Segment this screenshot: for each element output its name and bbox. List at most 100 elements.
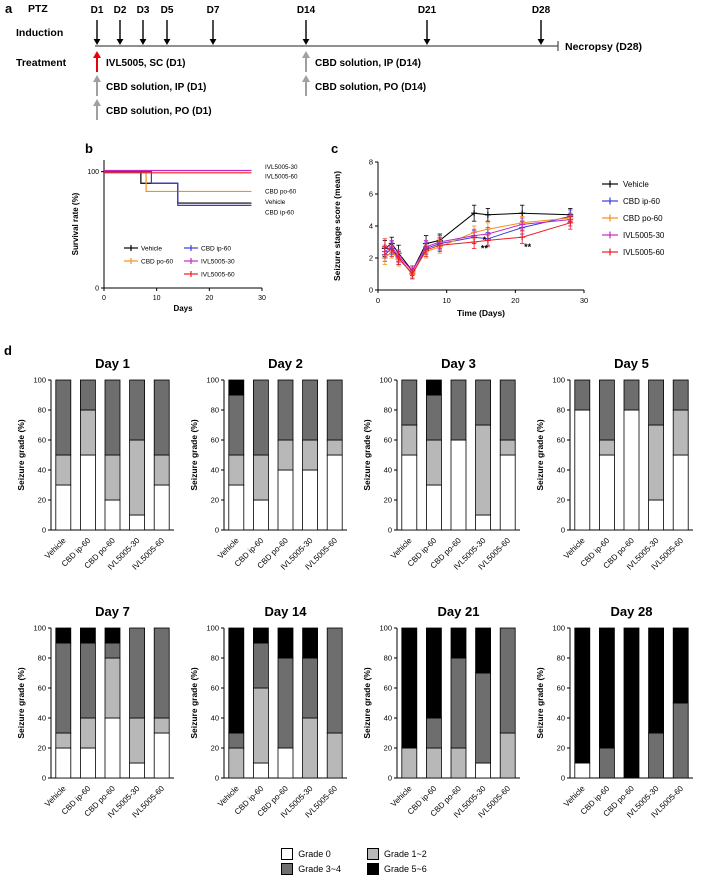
bar-segment [623,379,640,411]
y-tick-label: 0 [561,526,565,535]
bar-segment [80,409,96,456]
legend-label: IVL5005-30 [623,231,665,240]
bar-segment [599,747,615,779]
bar-segment [80,642,96,719]
y-tick-label: 60 [384,436,392,445]
bar-segment [104,717,121,779]
treatment-label-text: CBD solution, PO (D14) [315,82,426,93]
bar-segment [55,642,72,734]
y-tick-label: 8 [369,158,373,167]
y-tick-label: 60 [211,436,219,445]
bar-segment [475,627,491,674]
bar-segment [475,762,491,779]
chart-title: Day 1 [95,356,130,371]
bar-segment [426,379,442,396]
y-tick-label: 100 [206,376,219,385]
chart-title: Day 21 [438,604,480,619]
bar-segment [450,747,467,779]
day-label: D3 [137,5,150,16]
y-tick-label: 20 [38,744,46,753]
treatment-label-text: IVL5005, SC (D1) [106,58,185,69]
panel-label-a: a [5,1,13,16]
y-tick-label: 20 [211,496,219,505]
timeline-svg: PTZ Induction Treatment Necropsy (D28) D1 D2 D… [16,3,642,120]
series-end-label: CBD po-60 [265,188,297,195]
x-tick-label: 0 [102,295,106,302]
bar-segment [55,732,72,749]
y-tick-label: 4 [369,222,373,231]
bar-segment [302,469,318,531]
chart-title: Day 7 [95,604,130,619]
y-axis-title: Seizure grade (%) [16,667,26,738]
y-tick-label: 0 [215,774,219,783]
bar-segment [426,439,442,486]
y-tick-label: 100 [379,376,392,385]
score-series-CBD po-60 [384,217,571,274]
bar-segment [253,642,269,689]
bar-segment [672,627,689,704]
bar-segment [499,732,516,779]
x-tick-label: 30 [580,296,588,305]
grade-swatch [367,863,379,875]
grade-label: Grade 0 [298,849,331,859]
y-tick-label: 80 [384,406,392,415]
bar-segment [475,424,491,516]
grade-legend-items: Grade 0 Grade 1~2 Grade 3~4 Grade 5~6 [281,848,427,875]
y-tick-label: 40 [557,466,565,475]
bar-segment [401,627,418,749]
bar-segment [450,627,467,659]
bar-segment [129,762,145,779]
x-tick-label: 20 [205,295,213,302]
grade-legend-item: Grade 1~2 [367,848,427,860]
grade-label: Grade 1~2 [384,849,427,859]
bar-segment [55,379,72,456]
bar-segment [401,379,418,426]
legend-label: IVL5005-30 [201,258,235,265]
bar-segment [426,484,442,531]
y-tick-label: 20 [557,496,565,505]
treatment-label-text: CBD solution, IP (D14) [315,58,421,69]
day-label: D21 [418,5,437,16]
y-axis-title: Seizure grade (%) [535,419,545,490]
y-tick-label: 2 [369,254,373,263]
bar-segment [648,627,664,734]
bar-segment [253,762,269,779]
legend-label: Vehicle [623,180,649,189]
bar-segment [277,627,294,659]
bar-segment [253,454,269,501]
y-axis-title: Seizure stage score (mean) [332,171,342,281]
y-tick-label: 80 [384,654,392,663]
chart-title: Day 3 [441,356,476,371]
y-tick-label: 80 [38,406,46,415]
bar-segment [228,627,245,734]
x-tick-label: 10 [442,296,450,305]
day-label: D7 [207,5,220,16]
grade-swatch [281,848,294,860]
day-label: D28 [532,5,551,16]
day-label: D2 [114,5,127,16]
bar-segment [228,484,245,531]
bar-segment [672,454,689,531]
y-tick-label: 0 [215,526,219,535]
treatment-arrowhead [93,75,101,82]
chart-title: Day 2 [268,356,303,371]
chart-title: Day 14 [265,604,308,619]
y-tick-label: 60 [384,684,392,693]
y-axis-title: Seizure grade (%) [16,419,26,490]
y-tick-label: 80 [211,406,219,415]
bar-segment [574,627,591,764]
induction-arrowhead [163,39,171,45]
y-axis-title: Seizure grade (%) [189,667,199,738]
bar-segment [129,627,145,719]
day-label: D14 [297,5,316,16]
series-end-label: IVL5005-30 [265,164,298,171]
y-tick-label: 40 [211,714,219,723]
y-tick-label: 100 [552,376,565,385]
bar-segment [648,732,664,779]
bar-segment [277,747,294,779]
y-tick-label: 0 [369,286,373,295]
bar-segment [302,717,318,779]
